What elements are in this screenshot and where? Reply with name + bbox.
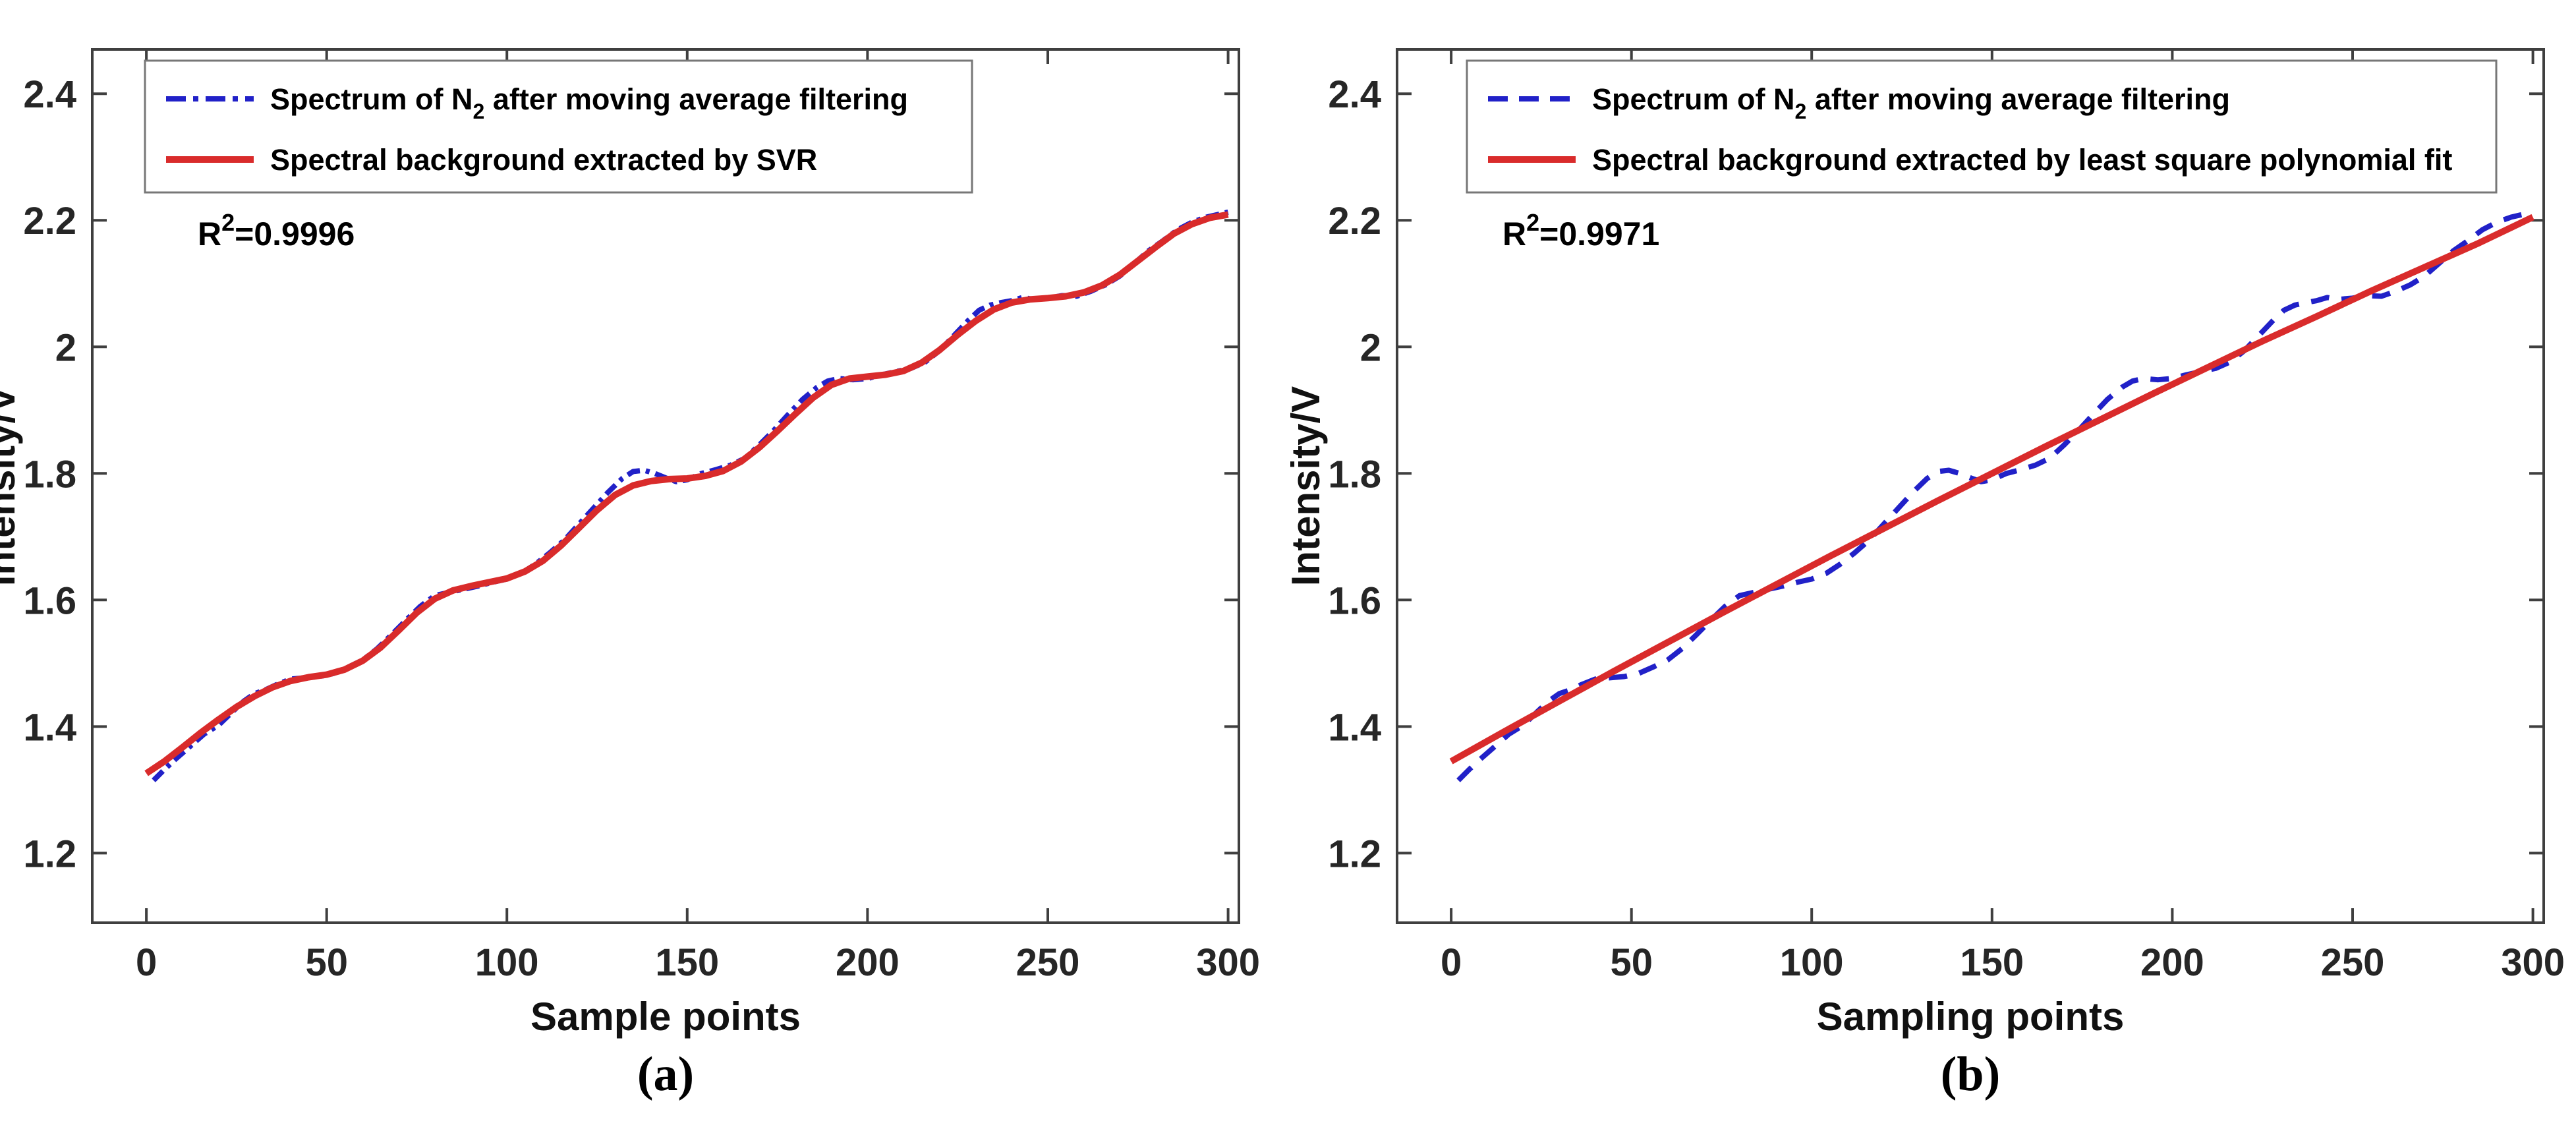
x-tick-label: 0 <box>1441 941 1462 984</box>
y-tick-label: 1.4 <box>23 706 76 749</box>
axes-frame <box>1396 48 2545 924</box>
y-tick-label: 2.2 <box>1328 200 1381 243</box>
series-solid-line <box>1449 214 2534 765</box>
y-tick-label: 1.2 <box>1328 832 1381 875</box>
y-tick-label: 1.4 <box>1328 706 1381 749</box>
y-tick-label: 2.2 <box>23 200 76 243</box>
x-tick-label: 150 <box>1960 941 2024 984</box>
x-tick-label: 100 <box>475 941 539 984</box>
chart-b-plot: 0 50 100 150 200 250 300 1.2 1.4 1.6 1.8 2 2.2 2.4 Sam… <box>1288 48 2565 1039</box>
x-tick-label: 50 <box>1610 941 1653 984</box>
legend-box <box>144 59 973 194</box>
x-tick-label: 50 <box>305 941 348 984</box>
legend-label: Spectrum of N2 after moving average filt… <box>270 82 908 123</box>
x-tick-label: 250 <box>1016 941 1080 984</box>
caption-a: (a) <box>637 1047 695 1101</box>
legend-box <box>1466 59 2498 194</box>
panel-b: 0 50 100 150 200 250 300 1.2 1.4 1.6 1.8 2 2.2 2.4 Sam… <box>1288 0 2575 1131</box>
r-squared-annotation: R2=0.9971 <box>1503 209 1659 252</box>
y-axis-label: Intensity/V <box>0 386 23 586</box>
series-dashed-line <box>1456 209 2534 782</box>
x-tick-label: 200 <box>836 941 900 984</box>
x-tick-label: 0 <box>136 941 157 984</box>
legend-label: Spectral background extracted by least s… <box>1592 143 2452 177</box>
x-tick-label: 250 <box>2321 941 2385 984</box>
y-tick-label: 2.4 <box>1328 73 1381 116</box>
y-tick-label: 2 <box>55 326 76 369</box>
caption-b: (b) <box>1940 1047 2001 1101</box>
y-tick-label: 1.6 <box>1328 579 1381 622</box>
r-squared-annotation: R2=0.9996 <box>198 209 355 252</box>
legend-label: Spectrum of N2 after moving average filt… <box>1592 82 2230 123</box>
series-solid-line <box>144 211 1229 776</box>
chart-a-plot: 0 50 100 150 200 250 300 1.2 1.4 1.6 1.8 2 2.2 2.4 Sam… <box>0 48 1260 1039</box>
y-tick-label: 1.8 <box>1328 453 1381 496</box>
x-tick-label: 300 <box>2501 941 2565 984</box>
x-axis-label: Sample points <box>530 995 801 1039</box>
y-axis-label: Intensity/V <box>1288 386 1328 586</box>
y-tick-label: 1.6 <box>23 579 76 622</box>
panel-a: 0 50 100 150 200 250 300 1.2 1.4 1.6 1.8 2 2.2 2.4 Sam… <box>0 48 1260 1039</box>
legend-label: Spectral background extracted by SVR <box>270 143 817 177</box>
y-tick-label: 1.2 <box>23 832 76 875</box>
x-tick-label: 100 <box>1780 941 1844 984</box>
y-tick-label: 1.8 <box>23 453 76 496</box>
x-tick-label: 150 <box>655 941 719 984</box>
y-tick-label: 2.4 <box>23 73 76 116</box>
x-axis-label: Sampling points <box>1817 995 2125 1039</box>
x-tick-label: 300 <box>1196 941 1260 984</box>
axes-frame <box>91 48 1240 924</box>
x-tick-label: 200 <box>2140 941 2204 984</box>
y-tick-label: 2 <box>1360 326 1381 369</box>
